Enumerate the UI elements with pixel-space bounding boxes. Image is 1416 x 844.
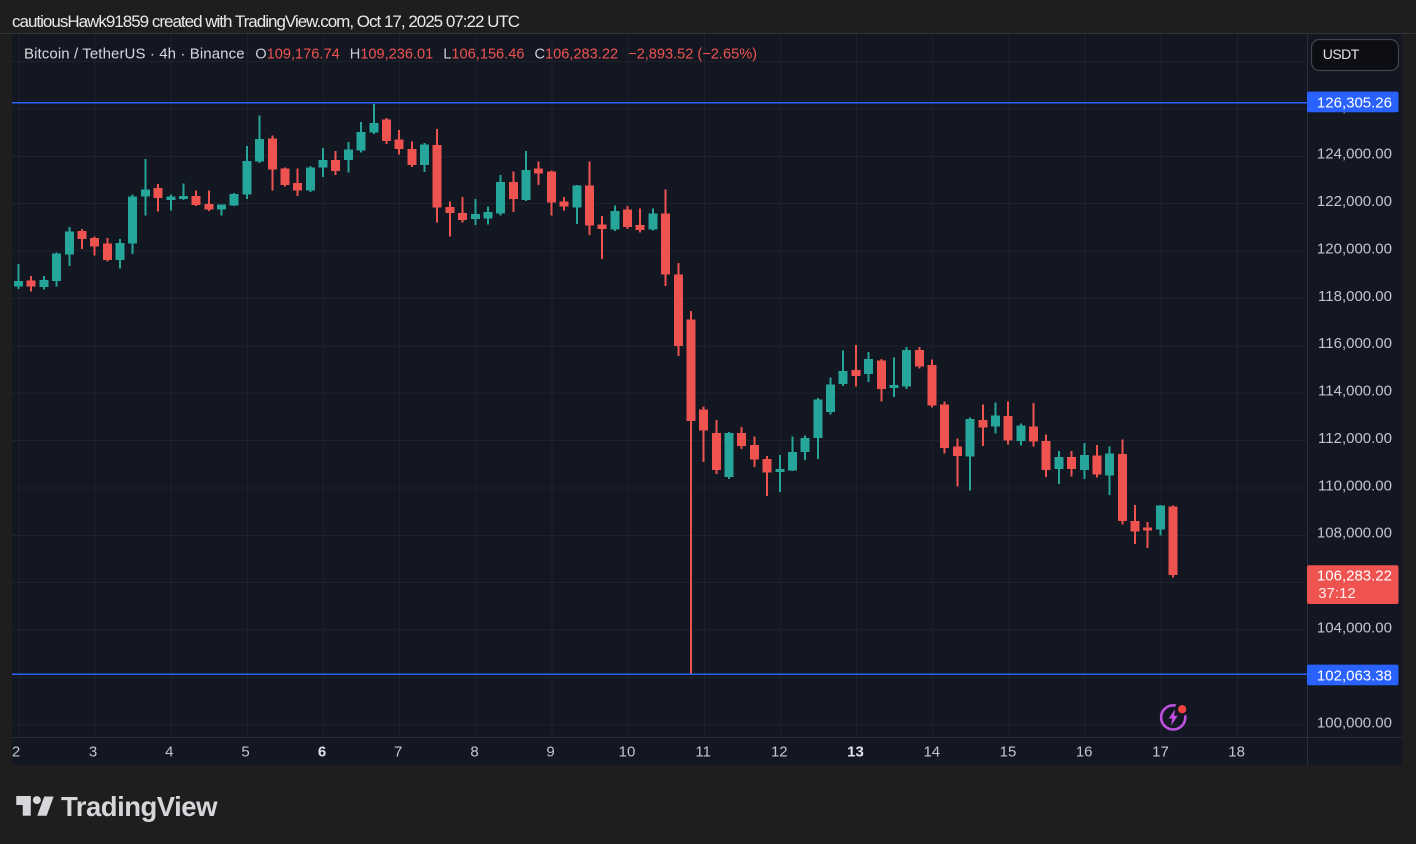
svg-text:16: 16	[1076, 743, 1093, 760]
svg-text:11: 11	[695, 743, 711, 760]
svg-text:USDT: USDT	[1323, 46, 1360, 62]
svg-text:112,000.00: 112,000.00	[1318, 430, 1392, 447]
svg-text:15: 15	[1000, 743, 1017, 760]
svg-text:2: 2	[12, 743, 20, 760]
svg-text:104,000.00: 104,000.00	[1317, 620, 1392, 637]
svg-text:Bitcoin / TetherUS · 4h · Bina: Bitcoin / TetherUS · 4h · Binance	[24, 46, 245, 63]
svg-text:114,000.00: 114,000.00	[1318, 383, 1392, 400]
svg-text:13: 13	[847, 743, 864, 760]
svg-text:122,000.00: 122,000.00	[1317, 193, 1392, 210]
svg-text:18: 18	[1228, 743, 1245, 760]
svg-text:102,063.38: 102,063.38	[1317, 667, 1392, 684]
svg-text:8: 8	[470, 743, 478, 760]
svg-text:110,000.00: 110,000.00	[1318, 477, 1392, 494]
svg-text:118,000.00: 118,000.00	[1318, 288, 1392, 305]
svg-text:100,000.00: 100,000.00	[1317, 714, 1392, 731]
svg-text:12: 12	[771, 743, 788, 760]
svg-text:5: 5	[241, 743, 249, 760]
svg-text:9: 9	[546, 743, 554, 760]
svg-text:124,000.00: 124,000.00	[1317, 146, 1392, 163]
svg-text:126,305.26: 126,305.26	[1317, 94, 1392, 111]
svg-text:6: 6	[318, 743, 326, 760]
svg-text:37:12: 37:12	[1318, 585, 1356, 602]
svg-text:116,000.00: 116,000.00	[1318, 335, 1392, 352]
svg-text:4: 4	[165, 743, 173, 760]
svg-text:120,000.00: 120,000.00	[1317, 241, 1392, 258]
svg-text:108,000.00: 108,000.00	[1317, 525, 1392, 542]
svg-text:10: 10	[619, 743, 636, 760]
svg-text:17: 17	[1152, 743, 1169, 760]
svg-text:14: 14	[923, 743, 940, 760]
svg-text:3: 3	[89, 743, 97, 760]
svg-text:106,283.22: 106,283.22	[1317, 568, 1392, 585]
svg-text:7: 7	[394, 743, 402, 760]
